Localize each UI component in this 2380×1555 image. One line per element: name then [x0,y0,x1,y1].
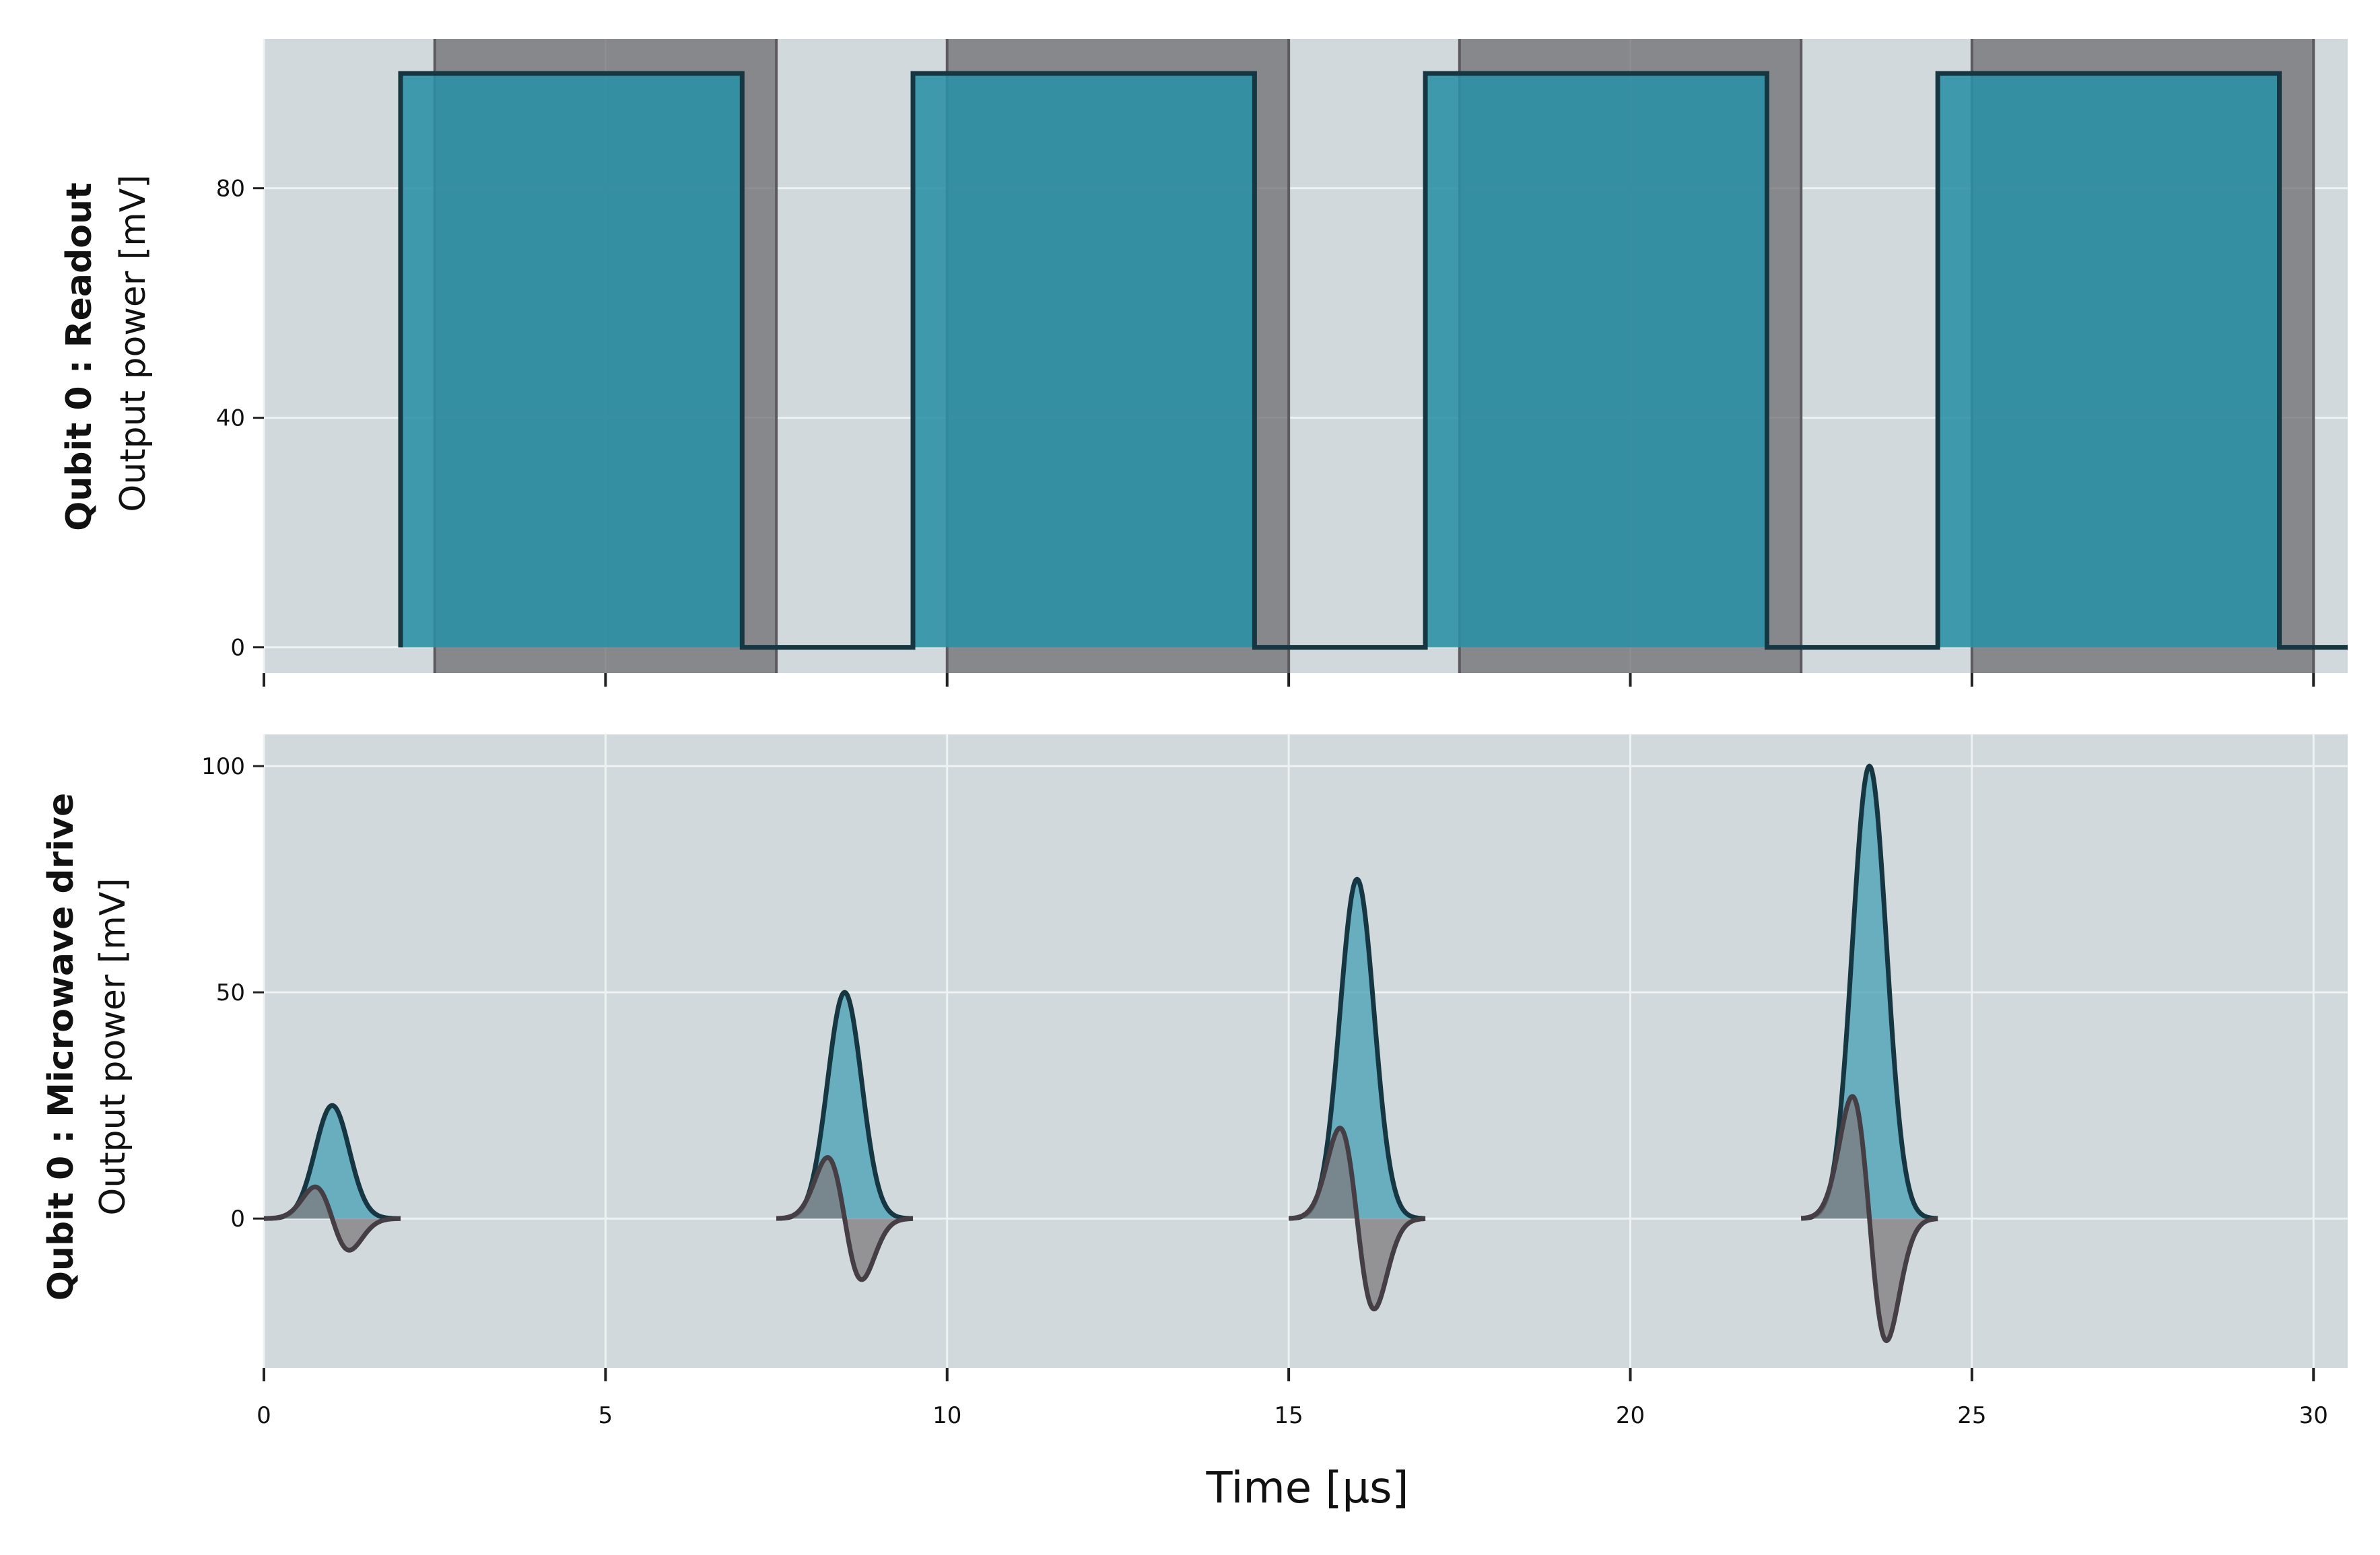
drive-ytick-label: 0 [230,1206,245,1233]
drive-ylabel-title: Qubit 0 : Microwave drive [41,793,81,1301]
drive-quadrature-pulse-line [1287,1126,1427,1312]
readout-pulse [400,73,743,648]
readout-series [398,71,2348,650]
drive-series [262,763,1940,1344]
drive-in-phase-pulse-area [776,992,914,1219]
drive-xtick-label: 25 [1957,1402,1986,1429]
drive-ylabel: Output power [mV] [93,878,133,1215]
drive-y-ticks: 0 50 100 [201,753,264,1233]
drive-xtick-label: 10 [932,1402,961,1429]
drive-panel: 0 50 100 0 5 10 15 20 25 30 Qubit 0 : Microwave … [41,734,2348,1429]
drive-gridlines [263,734,2348,1368]
readout-x-ticks [263,673,2315,687]
readout-ylabel-title: Qubit 0 : Readout [59,182,100,531]
readout-y-ticks: 0 40 80 [216,176,264,662]
drive-quadrature-pulse-area [1801,1096,1938,1341]
drive-in-phase-pulse-area [264,1105,401,1219]
readout-pulse [913,73,1255,648]
drive-plot-area [264,734,2348,1368]
drive-in-phase-pulse-area [1801,766,1938,1219]
drive-xtick-label: 5 [599,1402,613,1429]
drive-xtick-label: 20 [1616,1402,1645,1429]
drive-ytick-label: 100 [201,753,245,780]
readout-pulse [1938,73,2280,648]
readout-waveform-line [398,71,2348,650]
x-axis-label: Time [μs] [1206,1463,1409,1513]
drive-quadrature-pulse-line [1799,1094,1940,1344]
drive-quadrature-pulse-area [776,1157,914,1280]
readout-ytick-label: 40 [216,405,245,432]
drive-quadrature-pulse-line [262,1184,403,1253]
readout-ytick-label: 0 [230,635,245,662]
readout-ylabel: Output power [mV] [113,174,154,512]
drive-xtick-label: 0 [257,1402,271,1429]
readout-pulse [1425,73,1767,648]
readout-panel: 0 40 80 Qubit 0 : Readout Output power [mV… [59,39,2348,687]
drive-ytick-label: 50 [216,979,245,1006]
drive-x-ticks: 0 5 10 15 20 25 30 [257,1368,2328,1429]
drive-xtick-label: 15 [1274,1402,1303,1429]
drive-xtick-label: 30 [2299,1402,2328,1429]
drive-quadrature-pulse-line [774,1154,915,1282]
readout-ytick-label: 80 [216,176,245,203]
drive-in-phase-pulse-area [1289,879,1426,1219]
